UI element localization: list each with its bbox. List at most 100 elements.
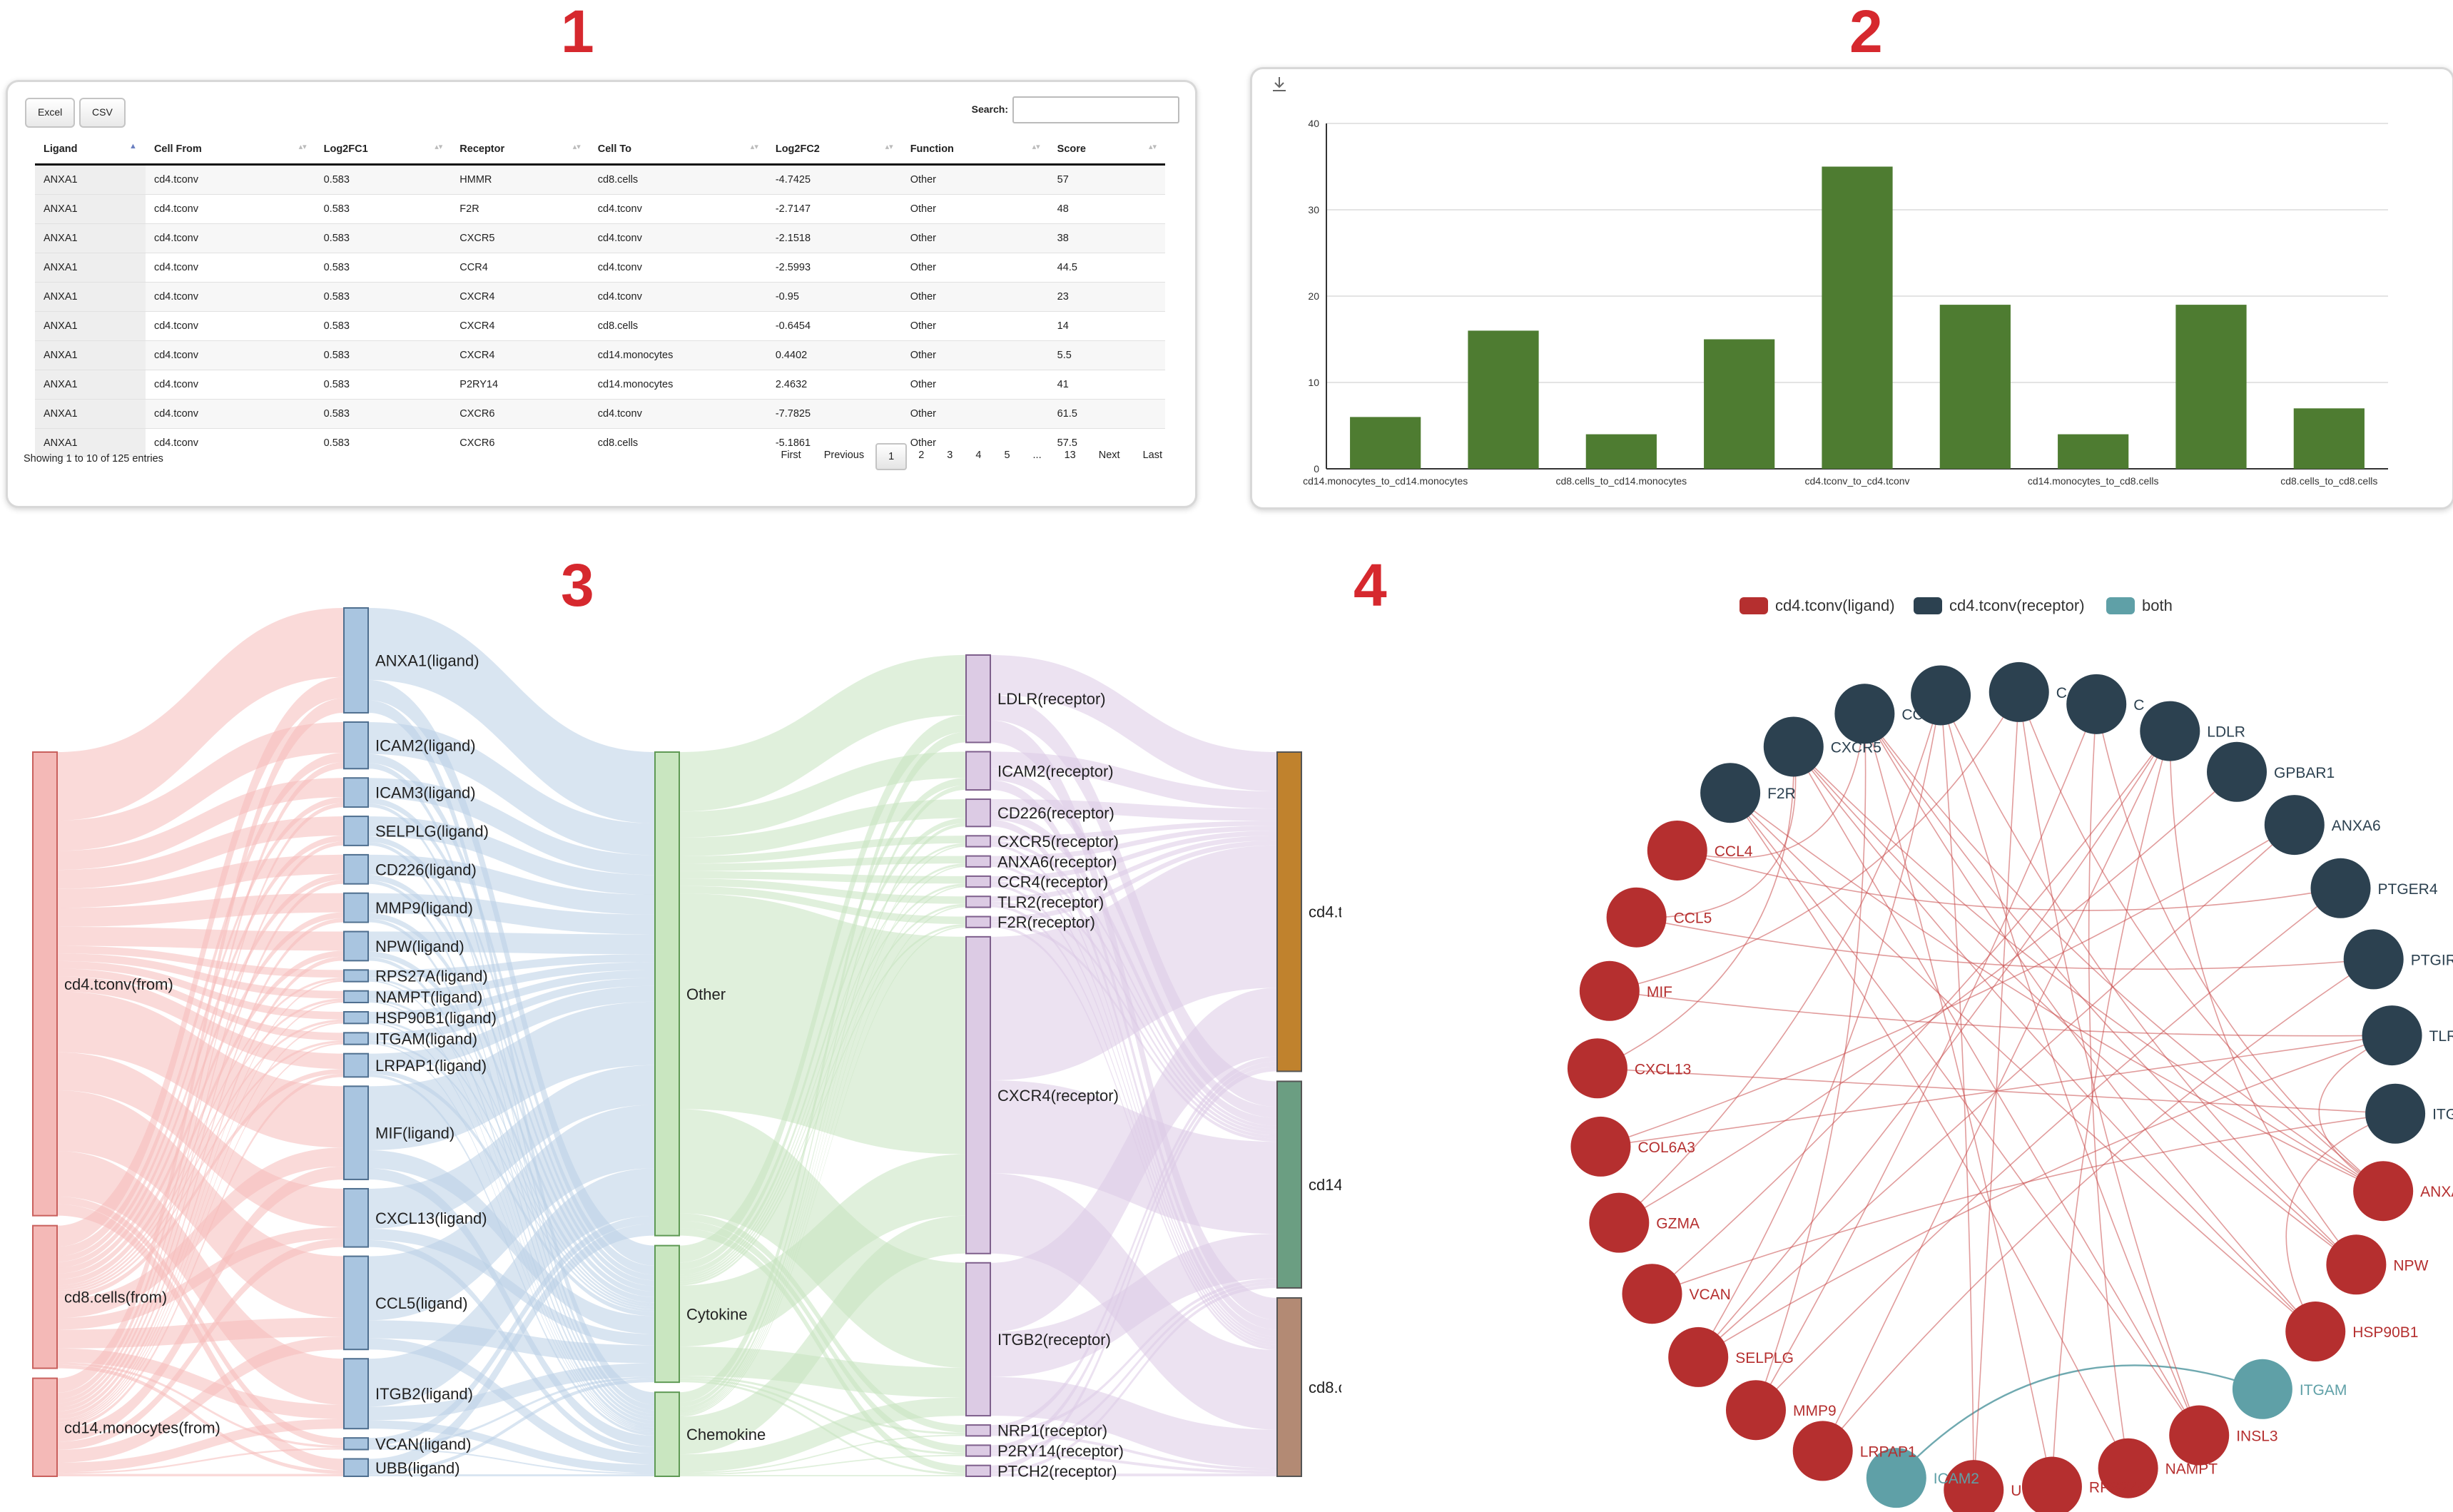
- column-header-ligand[interactable]: Ligand ▲: [35, 135, 146, 166]
- sankey-node[interactable]: [965, 895, 991, 908]
- network-node[interactable]: [2326, 1234, 2387, 1295]
- sankey-node[interactable]: [654, 1244, 680, 1384]
- pager-last[interactable]: Last: [1142, 450, 1162, 461]
- column-header-cell-to[interactable]: Cell To ▴▾: [589, 135, 767, 166]
- sankey-node[interactable]: [343, 1187, 369, 1248]
- network-node[interactable]: [2343, 929, 2404, 990]
- column-header-log2fc2[interactable]: Log2FC2 ▴▾: [766, 135, 902, 166]
- network-node[interactable]: [2310, 858, 2371, 918]
- network-node[interactable]: [1866, 1448, 1926, 1508]
- network-node[interactable]: [2207, 741, 2267, 802]
- network-node[interactable]: [2021, 1456, 2082, 1512]
- column-header-cell-from[interactable]: Cell From ▴▾: [145, 135, 315, 166]
- column-header-function[interactable]: Function ▴▾: [901, 135, 1049, 166]
- network-node[interactable]: [2098, 1438, 2158, 1498]
- sankey-node[interactable]: [343, 892, 369, 923]
- column-header-receptor[interactable]: Receptor ▴▾: [451, 135, 589, 166]
- network-node[interactable]: [1589, 1192, 1650, 1253]
- bar[interactable]: [2293, 408, 2365, 469]
- sankey-node[interactable]: [1276, 751, 1302, 1072]
- network-node[interactable]: [1647, 820, 1707, 881]
- sankey-node[interactable]: [965, 835, 991, 848]
- sankey-node[interactable]: [343, 969, 369, 983]
- column-header-log2fc1[interactable]: Log2FC1 ▴▾: [315, 135, 452, 166]
- sankey-node[interactable]: [343, 1085, 369, 1180]
- network-node[interactable]: [2264, 795, 2325, 856]
- network-node[interactable]: [2140, 701, 2200, 761]
- sankey-node[interactable]: [343, 816, 369, 846]
- bar[interactable]: [1822, 166, 1893, 470]
- sankey-node[interactable]: [343, 1052, 369, 1078]
- bar[interactable]: [2058, 434, 2129, 469]
- network-node[interactable]: [1792, 1421, 1853, 1481]
- sankey-node[interactable]: [343, 1032, 369, 1045]
- bar[interactable]: [1468, 330, 1539, 469]
- network-node[interactable]: [1725, 1380, 1786, 1441]
- network-node[interactable]: [1911, 665, 1971, 726]
- sankey-node[interactable]: [343, 721, 369, 770]
- pager-2[interactable]: 2: [918, 450, 925, 461]
- sankey-node[interactable]: [343, 1437, 369, 1451]
- sankey-node[interactable]: [1276, 1080, 1302, 1289]
- network-node[interactable]: [1989, 661, 2049, 722]
- network-node[interactable]: [1579, 960, 1640, 1021]
- column-header-score[interactable]: Score ▴▾: [1048, 135, 1165, 166]
- network-node[interactable]: [2362, 1005, 2422, 1066]
- network-node[interactable]: [1606, 887, 1667, 948]
- network-node[interactable]: [1668, 1326, 1729, 1387]
- network-node[interactable]: [1834, 684, 1895, 744]
- sankey-node[interactable]: [343, 1358, 369, 1430]
- pager-previous[interactable]: Previous: [823, 450, 865, 461]
- bar[interactable]: [1585, 434, 1657, 469]
- pager-first[interactable]: First: [781, 450, 801, 461]
- network-node[interactable]: [2365, 1083, 2426, 1144]
- network-node[interactable]: [1944, 1460, 2004, 1512]
- network-node[interactable]: [2066, 674, 2127, 734]
- sankey-node[interactable]: [343, 990, 369, 1004]
- sankey-node[interactable]: [654, 751, 680, 1237]
- network-node[interactable]: [2353, 1161, 2414, 1222]
- pager-13[interactable]: 13: [1064, 450, 1076, 461]
- sankey-node[interactable]: [343, 1011, 369, 1025]
- sankey-node[interactable]: [343, 1458, 369, 1477]
- network-node[interactable]: [2285, 1302, 2346, 1362]
- network-node[interactable]: [1700, 763, 1761, 823]
- sankey-node[interactable]: [965, 1464, 991, 1477]
- sankey-node[interactable]: [965, 855, 991, 868]
- network-node[interactable]: [2232, 1359, 2292, 1419]
- excel-export-button[interactable]: Excel: [25, 98, 76, 128]
- sankey-node[interactable]: [965, 654, 991, 744]
- sankey-node[interactable]: [965, 915, 991, 928]
- bar[interactable]: [1939, 305, 2011, 469]
- network-node[interactable]: [1763, 716, 1824, 777]
- search-input[interactable]: [1012, 96, 1179, 123]
- bar[interactable]: [1350, 417, 1421, 469]
- sankey-node[interactable]: [32, 1224, 58, 1369]
- sankey-node[interactable]: [343, 853, 369, 885]
- sankey-node[interactable]: [965, 798, 991, 828]
- pager-4[interactable]: 4: [975, 450, 982, 461]
- sankey-node[interactable]: [965, 875, 991, 888]
- sankey-node[interactable]: [343, 777, 369, 808]
- csv-export-button[interactable]: CSV: [79, 98, 126, 128]
- sankey-node[interactable]: [965, 935, 991, 1254]
- sankey-node[interactable]: [654, 1391, 680, 1478]
- pager-1[interactable]: 1: [875, 443, 908, 470]
- pager-next[interactable]: Next: [1098, 450, 1120, 461]
- sankey-node[interactable]: [343, 930, 369, 962]
- sankey-node[interactable]: [32, 751, 58, 1217]
- sankey-node[interactable]: [965, 1424, 991, 1437]
- sankey-node[interactable]: [343, 1255, 369, 1351]
- network-node[interactable]: [2169, 1405, 2230, 1466]
- sankey-node[interactable]: [965, 1444, 991, 1457]
- bar[interactable]: [2175, 305, 2247, 469]
- bar[interactable]: [1704, 339, 1775, 470]
- sankey-node[interactable]: [965, 1262, 991, 1417]
- pager-3[interactable]: 3: [947, 450, 953, 461]
- network-node[interactable]: [1622, 1264, 1682, 1324]
- pager-5[interactable]: 5: [1004, 450, 1010, 461]
- sankey-node[interactable]: [343, 607, 369, 714]
- network-node[interactable]: [1570, 1116, 1631, 1177]
- sankey-node[interactable]: [32, 1377, 58, 1477]
- network-node[interactable]: [1567, 1038, 1627, 1099]
